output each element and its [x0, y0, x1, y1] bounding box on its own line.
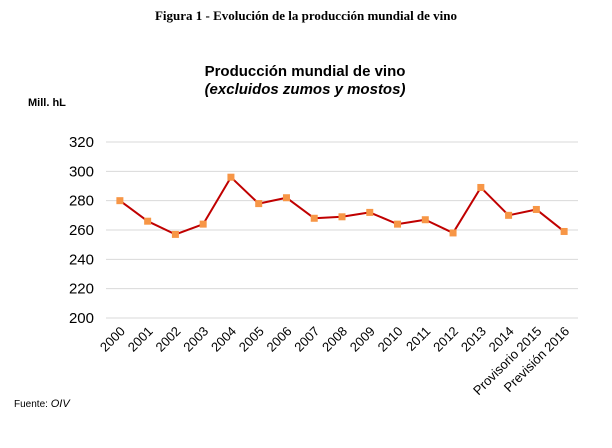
series-group: [116, 173, 568, 238]
x-tick-label: 2008: [319, 324, 350, 355]
data-point-2003: [199, 220, 207, 228]
data-point-2006: [282, 194, 290, 202]
data-point-2002: [171, 230, 179, 238]
x-tick-label: 2005: [236, 324, 267, 355]
data-point-2009: [366, 208, 374, 216]
y-tick-labels: 200 220 240 260 280 300 320: [69, 134, 94, 327]
data-point-2005: [255, 200, 263, 208]
x-tick-label: 2003: [180, 324, 211, 355]
data-point-2011: [421, 216, 429, 224]
data-point-2008: [338, 213, 346, 221]
y-tick-label: 300: [69, 163, 94, 180]
x-tick-label: 2010: [375, 324, 406, 355]
y-tick-label: 320: [69, 134, 94, 151]
data-point-2010: [394, 220, 402, 228]
data-point-2000: [116, 197, 124, 205]
series-line: [119, 176, 565, 236]
x-tick-label: 2004: [208, 324, 239, 355]
y-tick-label: 220: [69, 281, 94, 298]
x-tick-label: 2011: [403, 324, 433, 354]
y-tick-label: 240: [69, 251, 94, 268]
y-tick-label: 280: [69, 193, 94, 210]
x-tick-label: 2012: [430, 324, 461, 355]
chart-subtitle: (excluidos zumos y mostos): [205, 81, 406, 98]
x-tick-label: 2006: [264, 324, 295, 355]
data-point-2004: [227, 173, 235, 181]
x-tick-label: 2009: [347, 324, 378, 355]
data-point-provisorio-2015: [532, 205, 540, 213]
figure-caption: Figura 1 - Evolución de la producción mu…: [154, 8, 458, 23]
x-tick-label: 2013: [458, 324, 489, 355]
data-point-2001: [144, 217, 152, 225]
gridlines: [106, 141, 578, 319]
source-label: Fuente:: [14, 399, 48, 410]
chart-title: Producción mundial de vino: [205, 63, 406, 80]
x-tick-label: 2007: [291, 324, 322, 355]
data-point-previsión-2016: [560, 227, 568, 235]
data-point-2007: [310, 214, 318, 222]
y-tick-label: 260: [69, 222, 94, 239]
source-value: OIV: [50, 398, 70, 410]
y-tick-label: 200: [69, 310, 94, 327]
x-tick-label: 2002: [152, 324, 183, 355]
x-tick-labels: 2000200120022003200420052006200720082009…: [97, 324, 572, 398]
y-axis-label: Mill. hL: [28, 97, 66, 109]
data-point-2014: [505, 211, 513, 219]
data-point-2012: [449, 229, 457, 237]
x-tick-label: 2001: [125, 324, 156, 355]
x-tick-label: 2000: [97, 324, 128, 355]
source-note: Fuente: OIV: [14, 398, 70, 410]
data-point-2013: [477, 183, 485, 191]
